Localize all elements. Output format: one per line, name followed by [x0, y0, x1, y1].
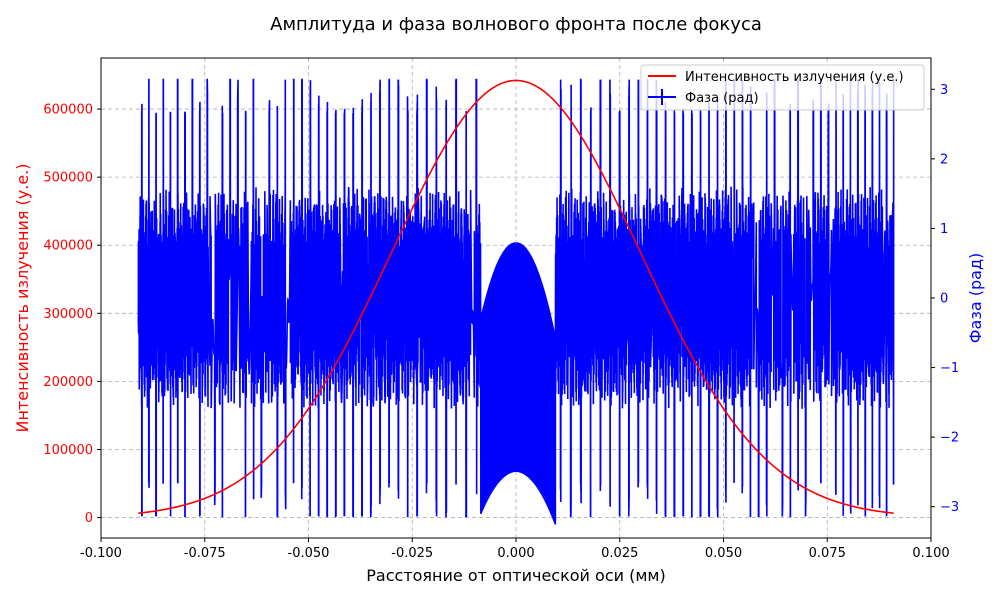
legend-box: [640, 64, 925, 111]
y-left-tick-label: 500000: [43, 171, 93, 186]
legend-intensity-label: Интенсивность излучения (у.е.): [685, 70, 904, 85]
y-right-axis-ticks: −3 −2 −1 0 1 2 3: [931, 83, 959, 515]
x-tick-label: 0.025: [601, 546, 638, 561]
intensity-series-line: [138, 79, 894, 514]
y-right-tick-label: −3: [940, 500, 959, 515]
x-tick-label: -0.100: [80, 546, 122, 561]
y-left-tick-label: 600000: [43, 103, 93, 118]
legend: Интенсивность излучения (у.е.) Фаза (рад…: [640, 64, 925, 111]
y-right-tick-label: −2: [940, 431, 959, 446]
y-right-tick-label: 2: [940, 152, 948, 167]
x-tick-label: 0.100: [912, 546, 949, 561]
y-right-tick-label: −1: [940, 361, 959, 376]
y-left-tick-label: 0: [85, 511, 93, 526]
y-right-axis-label: Фаза (рад): [966, 253, 985, 343]
y-right-tick-label: 1: [940, 222, 948, 237]
legend-phase-label: Фаза (рад): [685, 91, 759, 106]
x-tick-label: -0.050: [288, 546, 330, 561]
x-axis-ticks: -0.100 -0.075 -0.050 -0.025 0.000 0.025 0.050 0…: [80, 538, 950, 561]
x-axis-label: Расстояние от оптической оси (мм): [366, 566, 665, 585]
y-left-tick-label: 400000: [43, 239, 93, 254]
y-left-tick-label: 100000: [43, 443, 93, 458]
y-left-axis-ticks: 0 100000 200000 300000 400000 500000 600000: [43, 103, 101, 526]
y-right-tick-label: 3: [940, 83, 948, 98]
plot-area: [137, 78, 895, 525]
x-tick-label: 0.000: [497, 546, 534, 561]
chart-title: Амплитуда и фаза волнового фронта после …: [270, 14, 762, 35]
y-left-tick-label: 300000: [43, 307, 93, 322]
x-tick-label: 0.050: [705, 546, 742, 561]
x-tick-label: -0.025: [391, 546, 433, 561]
x-tick-label: 0.075: [809, 546, 846, 561]
x-tick-label: -0.075: [184, 546, 226, 561]
y-left-tick-label: 200000: [43, 375, 93, 390]
y-left-axis-label: Интенсивность излучения (у.е.): [13, 164, 32, 433]
phase-series-line: [137, 78, 895, 525]
y-right-tick-label: 0: [940, 292, 948, 307]
